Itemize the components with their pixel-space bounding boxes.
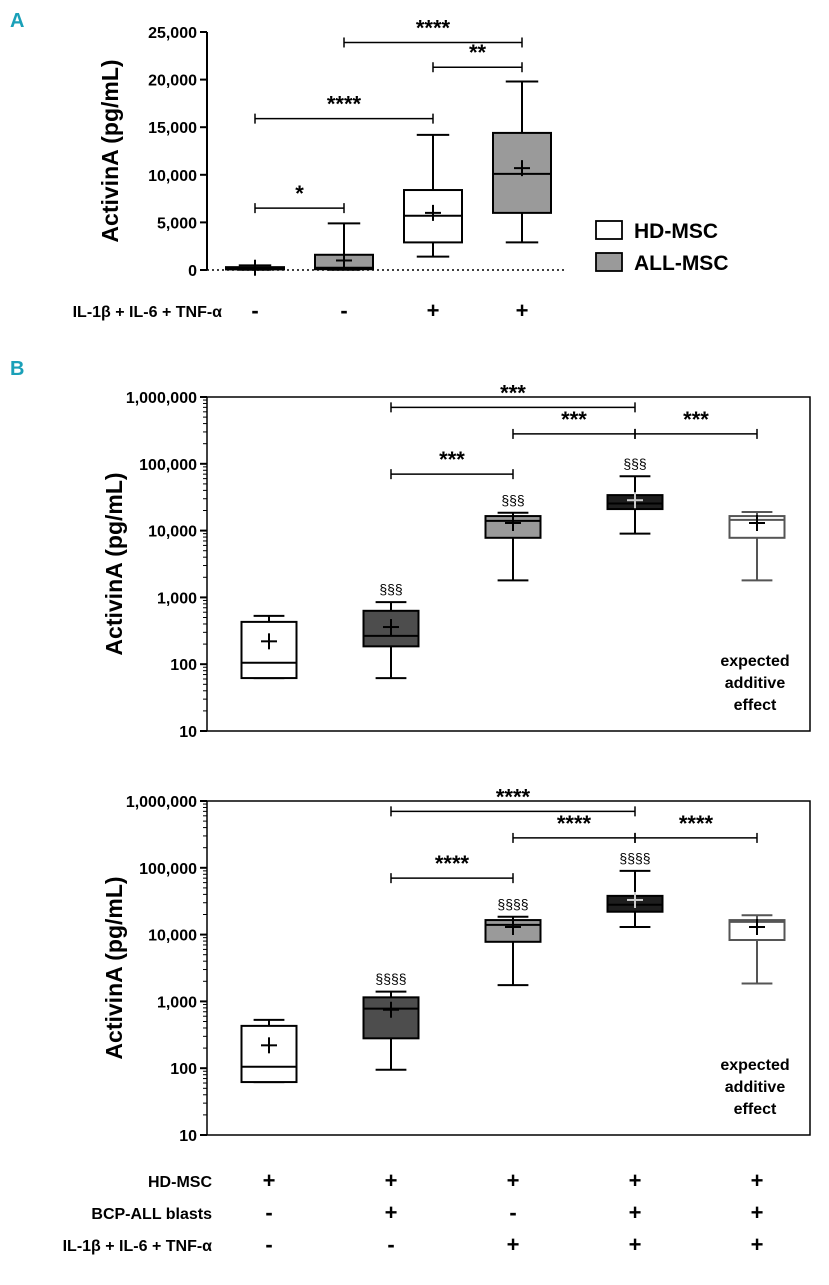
note-text: effect [734,1101,777,1118]
box-1 [240,1024,298,1084]
significance-stars: *** [683,407,709,432]
condition-symbol: + [751,1200,764,1225]
significance-stars: *** [561,407,587,432]
condition-symbol: - [265,1200,272,1225]
significance-stars: **** [416,15,451,40]
note-text: expected [720,1057,789,1074]
box-2 [362,996,420,1040]
y-tick-label: 100 [170,1061,197,1078]
y-tick-label: 10,000 [148,168,197,185]
y-axis-label: ActivinA (pg/mL) [101,472,127,655]
significance-stars: **** [327,92,362,117]
condition-symbol: + [427,298,440,323]
condition-symbol: + [629,1232,642,1257]
y-tick-label: 25,000 [148,25,197,42]
condition-symbol: - [387,1232,394,1257]
box-2 [362,609,420,648]
y-tick-label: 1,000,000 [126,794,197,811]
condition-symbol: - [340,298,347,323]
significance-stars: **** [435,851,470,876]
significance-vs-control: §§§ [501,492,524,508]
significance-vs-control: §§§§ [375,971,406,987]
significance-vs-control: §§§ [623,455,646,471]
condition-symbol: + [751,1232,764,1257]
chart-b-top: 10 100 1,000 10,000 100,000 1,000,000 ActivinA… [101,380,811,741]
condition-symbol: + [385,1200,398,1225]
condition-symbol: + [385,1168,398,1193]
significance-stars: * [295,181,304,206]
y-tick-label: 10 [179,724,197,741]
condition-row-label: IL-1β + IL-6 + TNF-α [73,304,223,321]
plot-frame [206,396,811,732]
y-tick-label: 5,000 [157,215,197,232]
y-tick-label: 10,000 [148,928,197,945]
y-tick-label: 100,000 [139,457,197,474]
note-text: effect [734,697,777,714]
legend-label: ALL-MSC [634,252,728,275]
condition-row-label: BCP-ALL blasts [91,1206,212,1223]
significance-stars: **** [557,811,592,836]
y-tick-label: 10 [179,1128,197,1145]
chart-b-bottom: 10 100 1,000 10,000 100,000 1,000,000 ActivinA… [63,784,811,1257]
condition-symbol: + [629,1168,642,1193]
significance-vs-control: §§§ [379,581,402,597]
y-tick-label: 1,000 [157,590,197,607]
legend-swatch [595,252,623,272]
significance-stars: *** [439,447,465,472]
chart-a: 0 5,000 10,000 15,000 20,000 25,000 ActivinA (… [73,15,729,323]
y-tick-label: 10,000 [148,524,197,541]
condition-symbol: + [263,1168,276,1193]
box-1 [240,620,298,680]
note-text: expected [720,653,789,670]
condition-symbol: + [751,1168,764,1193]
legend-label: HD-MSC [634,220,718,243]
legend-swatch [595,220,623,240]
condition-symbol: - [251,298,258,323]
y-tick-label: 0 [188,263,197,280]
y-tick-label: 100 [170,657,197,674]
condition-row-label: IL-1β + IL-6 + TNF-α [63,1238,213,1255]
y-tick-label: 1,000,000 [126,390,197,407]
note-text: additive [725,1079,786,1096]
condition-symbol: - [265,1232,272,1257]
significance-vs-control: §§§§ [497,896,528,912]
y-tick-label: 15,000 [148,120,197,137]
note-text: additive [725,675,786,692]
plot-frame [206,800,811,1136]
significance-stars: **** [496,784,531,809]
y-tick-label: 20,000 [148,73,197,90]
y-axis-label: ActivinA (pg/mL) [97,59,123,242]
significance-stars: ** [469,40,487,65]
significance-stars: **** [679,811,714,836]
y-tick-label: 1,000 [157,994,197,1011]
condition-symbol: + [629,1200,642,1225]
condition-symbol: + [516,298,529,323]
condition-symbol: + [507,1232,520,1257]
y-axis-label: ActivinA (pg/mL) [101,876,127,1059]
condition-symbol: + [507,1168,520,1193]
condition-symbol: - [509,1200,516,1225]
y-tick-label: 100,000 [139,861,197,878]
condition-row-label: HD-MSC [148,1174,212,1191]
significance-stars: *** [500,380,526,405]
significance-vs-control: §§§§ [619,850,650,866]
panel-label-b: B [10,358,24,380]
panel-label-a: A [10,10,24,32]
